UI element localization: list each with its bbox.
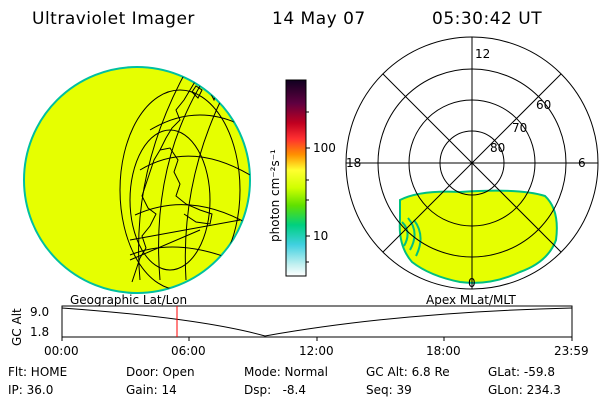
colorbar-tick-100: 100 (313, 141, 336, 155)
parallel-2 (139, 155, 250, 176)
lat-label-80: 80 (490, 141, 506, 155)
geo-longitude: GLon: 234.3 (488, 383, 561, 397)
lat-label-70: 70 (512, 121, 528, 135)
time-tick-1200: 12:00 (299, 344, 334, 358)
mlt-label-18: 18 (346, 156, 362, 170)
gc-altitude: GC Alt: 6.8 Re (366, 365, 450, 379)
gain-value: Gain: 14 (126, 383, 177, 397)
colorbar-tick-10: 10 (313, 229, 329, 243)
geographic-image (23, 66, 251, 294)
mlt-label-6: 6 (578, 156, 586, 170)
mlt-label-0: 0 (468, 276, 476, 290)
grid-ring-1 (129, 129, 211, 271)
mode-status: Mode: Normal (244, 365, 328, 379)
dsp-value: Dsp: -8.4 (244, 383, 307, 397)
auroral-emission (398, 189, 558, 284)
time-tick-1800: 18:00 (426, 344, 461, 358)
right-panel-label: Apex MLat/MLT (426, 293, 516, 307)
time-tick-0600: 06:00 (171, 344, 206, 358)
flight-mode: Flt: HOME (8, 365, 68, 379)
polar-plot (345, 36, 599, 290)
parallel-3 (134, 204, 250, 226)
time-tick-0000: 00:00 (44, 344, 79, 358)
ip-value: IP: 36.0 (8, 383, 54, 397)
instrument-title: Ultraviolet Imager (32, 9, 195, 29)
altitude-tick-high: 9.0 (30, 305, 50, 319)
meridian-1 (158, 69, 211, 281)
colorbar (285, 79, 310, 277)
time-tick-2359: 23:59 (554, 344, 589, 358)
left-panel-label: Geographic Lat/Lon (70, 293, 188, 307)
meridian-2 (184, 89, 227, 281)
altitude-tick-low: 1.8 (30, 325, 50, 339)
coastline (131, 67, 203, 283)
auroral-arcs (401, 217, 422, 257)
earth-disk (23, 66, 251, 294)
date-label: 14 May 07 (272, 9, 366, 29)
colorbar-gradient (285, 79, 307, 277)
grid-line (129, 219, 241, 261)
mlt-label-12: 12 (475, 47, 491, 61)
lat-label-60: 60 (536, 98, 552, 112)
mlt-line-diag-2 (382, 73, 562, 253)
altitude-plot (61, 305, 573, 341)
colorbar-unit-label: photon cm⁻²s⁻¹ (268, 149, 282, 242)
altitude-curve (61, 307, 573, 337)
geo-latitude: GLat: -59.8 (488, 365, 555, 379)
door-status: Door: Open (126, 365, 195, 379)
altitude-axis-label: GC Alt (10, 308, 24, 346)
time-label: 05:30:42 UT (432, 9, 543, 29)
sequence-number: Seq: 39 (366, 383, 412, 397)
